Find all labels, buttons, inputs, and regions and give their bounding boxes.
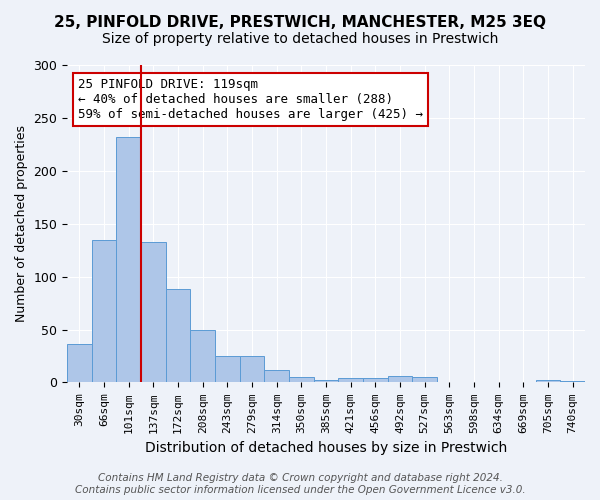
Bar: [92, 240, 116, 382]
Text: Contains HM Land Registry data © Crown copyright and database right 2024.
Contai: Contains HM Land Registry data © Crown c…: [74, 474, 526, 495]
Bar: [289, 377, 314, 382]
Bar: [141, 242, 166, 382]
X-axis label: Distribution of detached houses by size in Prestwich: Distribution of detached houses by size …: [145, 441, 507, 455]
Bar: [265, 370, 289, 382]
Y-axis label: Number of detached properties: Number of detached properties: [15, 125, 28, 322]
Bar: [67, 344, 92, 383]
Bar: [363, 378, 388, 382]
Bar: [536, 380, 560, 382]
Bar: [116, 137, 141, 382]
Bar: [240, 356, 265, 382]
Bar: [388, 376, 412, 382]
Text: Size of property relative to detached houses in Prestwich: Size of property relative to detached ho…: [102, 32, 498, 46]
Bar: [215, 356, 240, 382]
Text: 25 PINFOLD DRIVE: 119sqm
← 40% of detached houses are smaller (288)
59% of semi-: 25 PINFOLD DRIVE: 119sqm ← 40% of detach…: [77, 78, 422, 120]
Bar: [314, 380, 338, 382]
Bar: [412, 377, 437, 382]
Text: 25, PINFOLD DRIVE, PRESTWICH, MANCHESTER, M25 3EQ: 25, PINFOLD DRIVE, PRESTWICH, MANCHESTER…: [54, 15, 546, 30]
Bar: [338, 378, 363, 382]
Bar: [166, 290, 190, 382]
Bar: [190, 330, 215, 382]
